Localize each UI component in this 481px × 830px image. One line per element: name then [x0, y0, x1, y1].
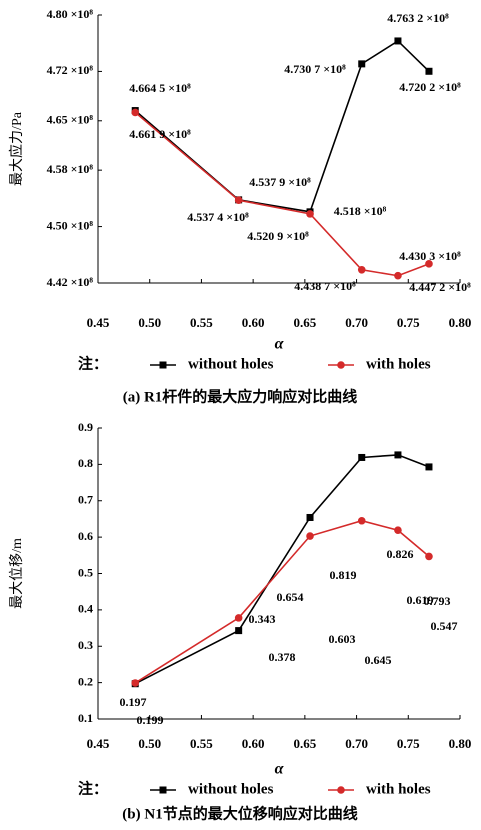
x-tick-label: 0.65	[293, 315, 316, 330]
data-point	[357, 266, 366, 274]
y-tick-label: 4.80 ×10⁸	[47, 7, 94, 21]
data-label: 0.619	[407, 593, 434, 607]
legend-marker	[159, 361, 167, 369]
data-label: 4.438 7 ×10⁸	[294, 279, 356, 293]
y-tick-label: 0.6	[78, 529, 93, 543]
x-axis-label: α	[275, 761, 285, 778]
x-tick-label: 0.75	[397, 315, 420, 330]
data-point	[306, 513, 314, 521]
legend-note: 注：	[78, 354, 108, 372]
data-label: 4.447 2 ×10⁸	[409, 280, 471, 294]
data-label: 0.603	[329, 632, 356, 646]
x-tick-label: 0.50	[138, 315, 161, 330]
legend-label: with holes	[366, 356, 431, 372]
data-point	[394, 451, 402, 459]
y-tick-label: 4.58 ×10⁸	[47, 162, 94, 176]
data-label: 0.793	[424, 594, 451, 608]
y-tick-label: 4.72 ×10⁸	[47, 63, 94, 77]
caption: (b) N1节点的最大位移响应对比曲线	[122, 804, 357, 822]
legend-marker	[337, 786, 345, 794]
data-point	[425, 552, 433, 561]
data-label: 4.518 ×10⁸	[334, 204, 387, 218]
data-label: 4.763 2 ×10⁸	[387, 11, 449, 25]
legend-label: without holes	[188, 781, 274, 797]
data-label: 0.378	[269, 650, 296, 664]
data-label: 0.826	[387, 547, 414, 561]
data-label: 0.197	[120, 695, 147, 709]
data-point	[306, 210, 314, 218]
data-label: 0.645	[365, 653, 392, 667]
data-label: 0.547	[431, 619, 458, 633]
data-point	[425, 260, 433, 268]
data-label: 0.654	[277, 590, 304, 604]
x-tick-label: 0.55	[190, 315, 213, 330]
x-tick-label: 0.75	[397, 736, 420, 751]
x-tick-label: 0.50	[138, 736, 161, 751]
data-point	[131, 108, 140, 117]
data-point	[234, 196, 243, 205]
x-tick-label: 0.70	[345, 736, 368, 751]
y-tick-label: 0.1	[78, 711, 93, 725]
data-point	[425, 67, 433, 75]
y-tick-label: 4.42 ×10⁸	[47, 275, 94, 289]
x-axis-label: α	[275, 336, 285, 353]
legend-marker	[159, 786, 167, 794]
x-tick-label: 0.55	[190, 736, 213, 751]
y-tick-label: 4.65 ×10⁸	[47, 113, 94, 127]
x-tick-label: 0.80	[449, 736, 472, 751]
data-label: 4.430 3 ×10⁸	[399, 249, 461, 263]
x-tick-label: 0.60	[242, 315, 265, 330]
data-label: 4.720 2 ×10⁸	[399, 80, 461, 94]
y-axis-label: 最大应力/Pa	[8, 111, 25, 186]
caption: (a) R1杆件的最大应力响应对比曲线	[123, 387, 358, 405]
series-line	[134, 519, 430, 684]
data-point	[425, 463, 433, 471]
data-point	[394, 37, 402, 45]
legend-note: 注：	[78, 779, 108, 797]
series-line	[134, 111, 430, 277]
x-tick-label: 0.60	[242, 736, 265, 751]
data-point	[235, 627, 243, 635]
data-point	[358, 453, 366, 461]
y-tick-label: 0.7	[78, 493, 93, 507]
data-label: 4.537 9 ×10⁸	[249, 175, 311, 189]
data-label: 0.199	[137, 713, 164, 727]
y-tick-label: 0.4	[78, 602, 93, 616]
data-point	[394, 271, 402, 280]
data-label: 4.661 9 ×10⁸	[129, 127, 191, 141]
series-line	[134, 454, 430, 685]
legend-label: without holes	[188, 356, 274, 372]
x-tick-label: 0.45	[87, 315, 110, 330]
legend-marker	[337, 361, 345, 369]
data-point	[131, 679, 140, 687]
x-tick-label: 0.45	[87, 736, 110, 751]
y-tick-label: 0.9	[78, 420, 93, 434]
y-tick-label: 0.5	[78, 565, 93, 579]
x-tick-label: 0.65	[293, 736, 316, 751]
data-label: 4.537 4 ×10⁸	[187, 210, 249, 224]
data-point	[234, 614, 243, 622]
y-tick-label: 0.3	[78, 638, 93, 652]
data-point	[394, 526, 402, 535]
data-label: 0.343	[249, 612, 276, 626]
data-label: 4.664 5 ×10⁸	[129, 81, 191, 95]
x-tick-label: 0.70	[345, 315, 368, 330]
y-tick-label: 4.50 ×10⁸	[47, 218, 94, 232]
data-point	[306, 532, 314, 540]
y-axis-label: 最大位移/m	[9, 538, 25, 609]
data-point	[357, 516, 366, 525]
data-label: 4.730 7 ×10⁸	[284, 62, 346, 76]
legend-label: with holes	[366, 781, 431, 797]
data-label: 0.819	[330, 568, 357, 582]
data-point	[358, 60, 366, 68]
y-tick-label: 0.2	[78, 674, 93, 688]
data-label: 4.520 9 ×10⁸	[247, 229, 309, 243]
x-tick-label: 0.80	[449, 315, 472, 330]
y-tick-label: 0.8	[78, 456, 93, 470]
